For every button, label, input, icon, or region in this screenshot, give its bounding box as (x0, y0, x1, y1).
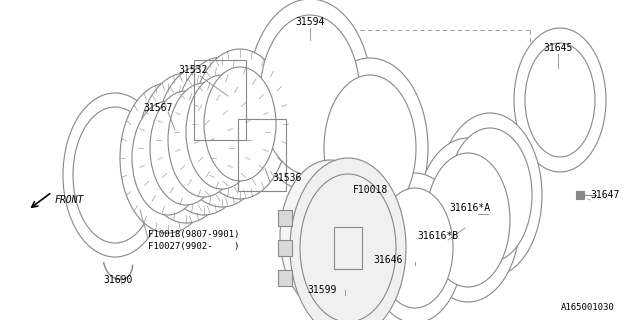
Text: 31645: 31645 (543, 43, 573, 53)
Text: 31532: 31532 (179, 65, 208, 75)
Ellipse shape (248, 0, 372, 191)
Text: F10018(9807-9901): F10018(9807-9901) (148, 229, 239, 238)
Text: F10027(9902-    ): F10027(9902- ) (148, 242, 239, 251)
Ellipse shape (174, 57, 270, 207)
Bar (334, 227, 362, 269)
Bar (278, 240, 292, 256)
Text: 31599: 31599 (307, 285, 337, 295)
Bar (576, 191, 584, 199)
Ellipse shape (260, 15, 360, 175)
Ellipse shape (156, 65, 252, 215)
Ellipse shape (377, 188, 453, 308)
Ellipse shape (280, 160, 380, 312)
Ellipse shape (192, 49, 288, 199)
Ellipse shape (73, 107, 157, 243)
Ellipse shape (132, 101, 204, 215)
Ellipse shape (312, 58, 428, 238)
Bar (194, 60, 246, 140)
Text: A165001030: A165001030 (561, 303, 615, 313)
Ellipse shape (426, 153, 510, 287)
Ellipse shape (367, 173, 463, 320)
Ellipse shape (138, 73, 234, 223)
Bar (238, 119, 286, 191)
Ellipse shape (120, 83, 216, 233)
Ellipse shape (204, 67, 276, 181)
Ellipse shape (150, 91, 222, 205)
Text: 31646: 31646 (373, 255, 403, 265)
Ellipse shape (300, 174, 396, 320)
Bar (278, 210, 292, 226)
Text: 31616*B: 31616*B (417, 231, 459, 241)
Ellipse shape (324, 75, 416, 221)
Ellipse shape (168, 83, 240, 197)
Text: 31647: 31647 (590, 190, 620, 200)
Bar (278, 270, 292, 286)
Ellipse shape (448, 128, 532, 262)
Ellipse shape (514, 28, 606, 172)
Text: FRONT: FRONT (55, 195, 84, 205)
Text: 31690: 31690 (103, 275, 132, 285)
Ellipse shape (416, 138, 520, 302)
Ellipse shape (186, 75, 258, 189)
Ellipse shape (438, 113, 542, 277)
Text: F10018: F10018 (353, 185, 388, 195)
Text: 31536: 31536 (272, 173, 301, 183)
Ellipse shape (525, 43, 595, 157)
Text: 31594: 31594 (295, 17, 324, 27)
Text: 31567: 31567 (143, 103, 173, 113)
Ellipse shape (290, 158, 406, 320)
Text: 31616*A: 31616*A (449, 203, 491, 213)
Ellipse shape (63, 93, 167, 257)
